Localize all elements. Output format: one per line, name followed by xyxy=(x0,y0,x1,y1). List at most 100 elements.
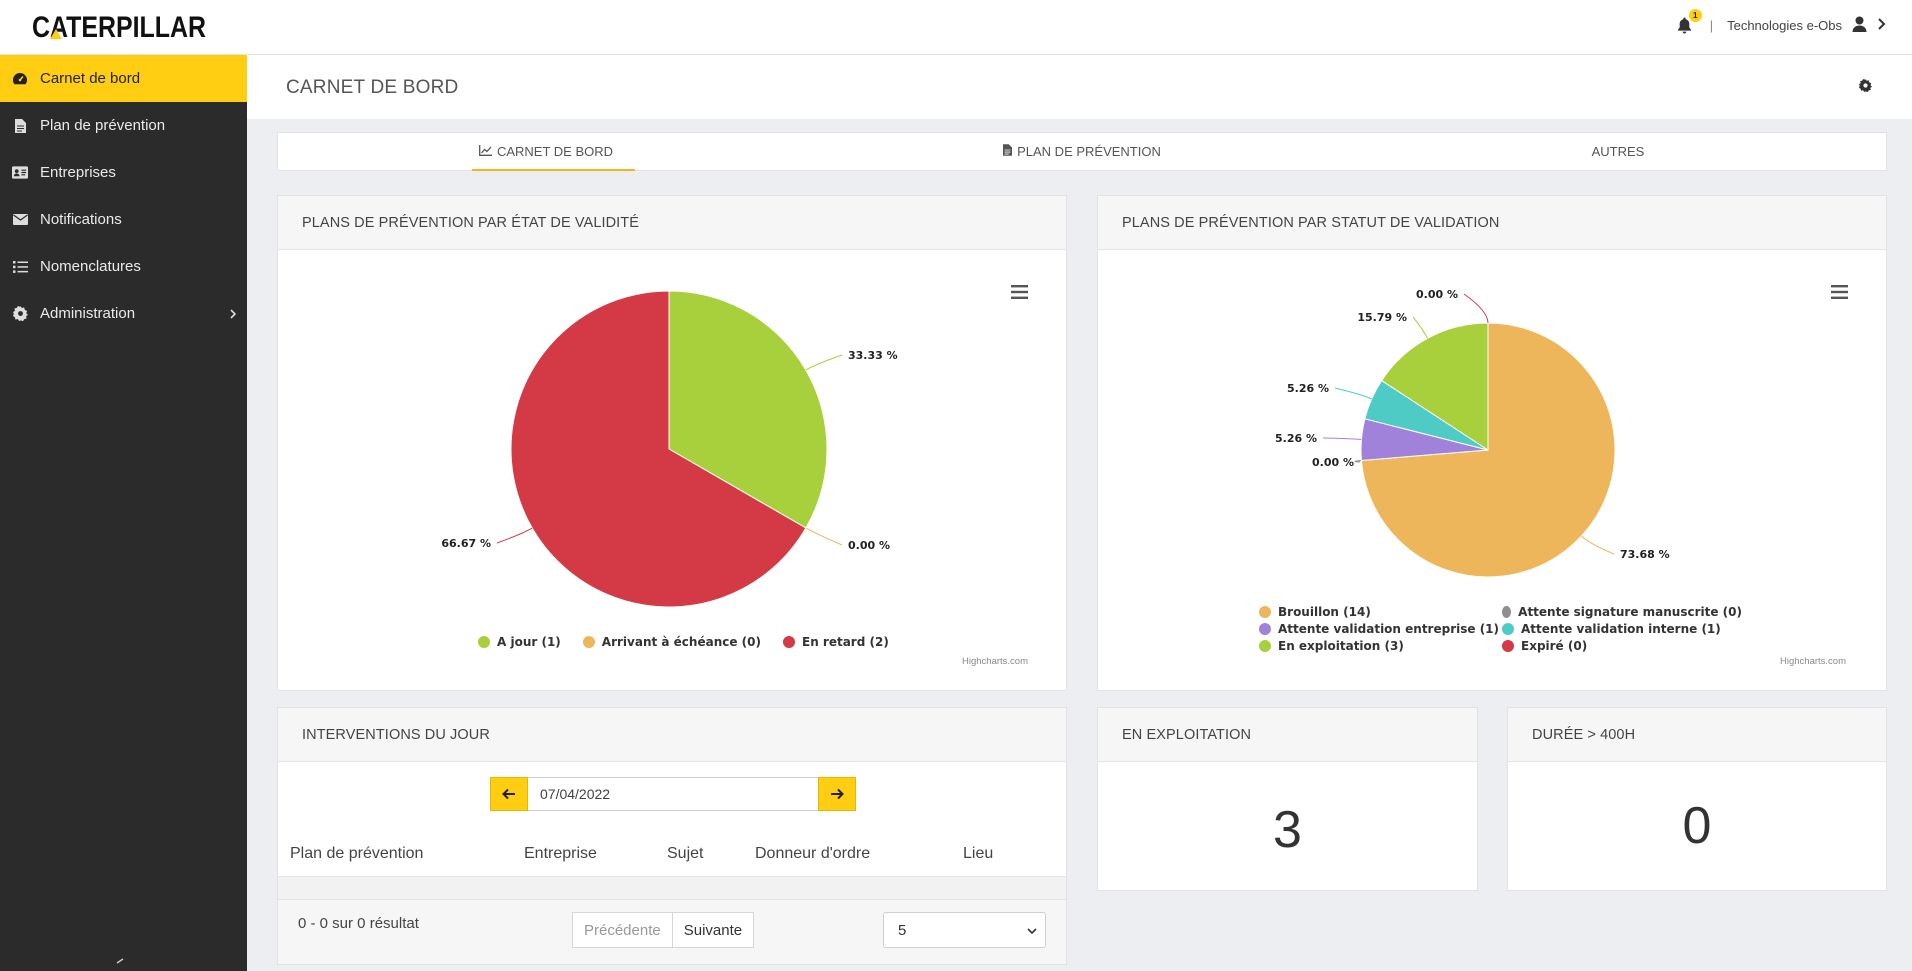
sidebar-item-label: Entreprises xyxy=(40,164,116,181)
duration-count: 0 xyxy=(1682,797,1712,855)
highcharts-credits[interactable]: Highcharts.com xyxy=(962,656,1028,667)
legend-item[interactable]: Attente signature manuscrite (0) xyxy=(1502,605,1742,619)
label-connector xyxy=(1463,293,1489,324)
sidebar-item-label: Nomenclatures xyxy=(40,258,141,275)
legend-item[interactable]: Attente validation entreprise (1) xyxy=(1259,622,1502,636)
dashboard-icon xyxy=(12,71,28,87)
data-label: 0.00 % xyxy=(1416,288,1458,301)
user-icon[interactable] xyxy=(1852,16,1867,35)
svg-text:CATERPILLAR: CATERPILLAR xyxy=(32,11,206,44)
legend-dot xyxy=(1259,606,1271,618)
status-pie-chart: 73.68 % 0.00 % 5.26 % 5.26 % 15.79 % 0.00 % xyxy=(1275,288,1670,578)
card-title: INTERVENTIONS DU JOUR xyxy=(278,708,1066,762)
caterpillar-logo[interactable]: CATERPILLAR xyxy=(32,10,212,44)
label-connector xyxy=(1322,437,1362,440)
column-header[interactable]: Lieu xyxy=(963,845,994,862)
line-chart-icon xyxy=(479,144,492,159)
legend-dot xyxy=(582,636,595,648)
user-name[interactable]: Technologies e-Obs xyxy=(1727,17,1842,33)
table-footer: 0 - 0 sur 0 résultat Précédente Suivante… xyxy=(278,899,1066,964)
card-title: PLANS DE PRÉVENTION PAR ÉTAT DE VALIDITÉ xyxy=(278,196,1066,250)
sidebar-item-nomenclatures[interactable]: Nomenclatures xyxy=(0,243,247,290)
legend-dot xyxy=(1259,640,1271,652)
id-card-icon xyxy=(12,165,28,181)
pie-slice[interactable] xyxy=(1380,322,1489,451)
legend-dot xyxy=(1502,606,1512,618)
previous-day-button[interactable] xyxy=(490,777,528,811)
pagination: Précédente Suivante xyxy=(572,912,755,948)
data-label: 5.26 % xyxy=(1275,432,1317,445)
notification-count-badge: 1 xyxy=(1688,9,1702,22)
legend-item[interactable]: En exploitation (3) xyxy=(1259,639,1502,653)
collapse-sidebar-icon[interactable] xyxy=(115,953,125,969)
label-connector xyxy=(1412,316,1428,339)
data-label: 73.68 % xyxy=(1620,548,1670,561)
page-title: CARNET DE BORD xyxy=(286,77,459,98)
exploitation-count: 3 xyxy=(1273,801,1302,859)
page-size-select[interactable]: 5 xyxy=(883,912,1046,948)
date-input[interactable] xyxy=(528,777,818,811)
table-header: Plan de prévention Entreprise Sujet Donn… xyxy=(278,833,1066,877)
sidebar-item-plan-de-prevention[interactable]: Plan de prévention xyxy=(0,102,247,149)
notifications-bell-icon[interactable]: 1 xyxy=(1674,9,1702,36)
legend-item[interactable]: A jour (1) xyxy=(478,635,561,649)
validity-pie-chart: 33.33 % 0.00 % 66.67 % xyxy=(441,290,898,608)
card-title: DURÉE > 400H xyxy=(1508,708,1886,762)
results-count: 0 - 0 sur 0 résultat xyxy=(298,915,419,932)
legend-dot xyxy=(1502,640,1514,652)
data-label: 0.00 % xyxy=(1312,456,1354,469)
legend-item[interactable]: En retard (2) xyxy=(783,635,889,649)
chevron-down-icon xyxy=(1027,923,1037,940)
previous-page-button[interactable]: Précédente xyxy=(572,912,673,948)
column-header[interactable]: Donneur d'ordre xyxy=(755,845,871,862)
sidebar-item-carnet-de-bord[interactable]: Carnet de bord xyxy=(0,55,247,102)
sidebar-item-administration[interactable]: Administration xyxy=(0,290,247,337)
data-label: 5.26 % xyxy=(1287,382,1329,395)
sidebar: Carnet de bord Plan de prévention Entrep… xyxy=(0,55,247,971)
sidebar-item-label: Administration xyxy=(40,305,136,322)
column-header[interactable]: Entreprise xyxy=(524,845,597,862)
legend-dot xyxy=(1259,623,1271,635)
data-label: 66.67 % xyxy=(441,537,491,550)
chevron-right-icon xyxy=(230,306,237,323)
legend-item[interactable]: Arrivant à échéance (0) xyxy=(582,635,761,649)
separator: | xyxy=(1709,17,1714,33)
sidebar-item-entreprises[interactable]: Entreprises xyxy=(0,149,247,196)
legend-dot xyxy=(1502,623,1514,635)
legend-item[interactable]: Expiré (0) xyxy=(1502,639,1742,653)
list-icon xyxy=(12,259,28,275)
chart-menu-icon[interactable] xyxy=(1011,285,1028,304)
tab-plan-de-prevention[interactable]: PLAN DE PRÉVENTION xyxy=(814,133,1350,170)
sidebar-item-label: Plan de prévention xyxy=(40,117,166,134)
column-header[interactable]: Sujet xyxy=(667,845,704,862)
tab-autres[interactable]: AUTRES xyxy=(1350,133,1886,170)
column-header[interactable]: Plan de prévention xyxy=(290,845,424,862)
next-page-button[interactable]: Suivante xyxy=(672,912,755,948)
card-title: PLANS DE PRÉVENTION PAR STATUT DE VALIDA… xyxy=(1098,196,1886,250)
gear-icon xyxy=(12,306,28,322)
chart-menu-icon[interactable] xyxy=(1831,285,1848,304)
label-connector xyxy=(805,354,843,371)
sidebar-item-label: Notifications xyxy=(40,211,122,228)
legend-item[interactable]: Brouillon (14) xyxy=(1259,605,1502,619)
data-label: 0.00 % xyxy=(848,539,890,552)
interventions-card: INTERVENTIONS DU JOUR Plan de prévention… xyxy=(277,707,1067,965)
label-connector xyxy=(1581,535,1615,555)
sidebar-item-notifications[interactable]: Notifications xyxy=(0,196,247,243)
tab-carnet-de-bord[interactable]: CARNET DE BORD xyxy=(278,133,814,171)
validity-chart-card: PLANS DE PRÉVENTION PAR ÉTAT DE VALIDITÉ… xyxy=(277,195,1067,691)
legend-item[interactable]: Attente validation interne (1) xyxy=(1502,622,1742,636)
envelope-icon xyxy=(12,212,28,228)
chevron-right-icon[interactable] xyxy=(1877,17,1886,33)
settings-gear-icon[interactable] xyxy=(1859,79,1872,97)
dashboard-tabs: CARNET DE BORD PLAN DE PRÉVENTION AUTRES xyxy=(277,132,1887,171)
file-icon xyxy=(1003,144,1013,159)
pie-slice[interactable] xyxy=(510,290,807,608)
next-day-button[interactable] xyxy=(818,777,856,811)
highcharts-credits[interactable]: Highcharts.com xyxy=(1780,656,1846,667)
tab-label: PLAN DE PRÉVENTION xyxy=(1017,144,1161,159)
data-label: 15.79 % xyxy=(1357,311,1407,324)
empty-table-row xyxy=(278,877,1066,899)
top-bar: CATERPILLAR 1 | Technologies e-Obs xyxy=(0,0,1912,55)
exploitation-stat-card: EN EXPLOITATION 3 xyxy=(1097,707,1478,891)
